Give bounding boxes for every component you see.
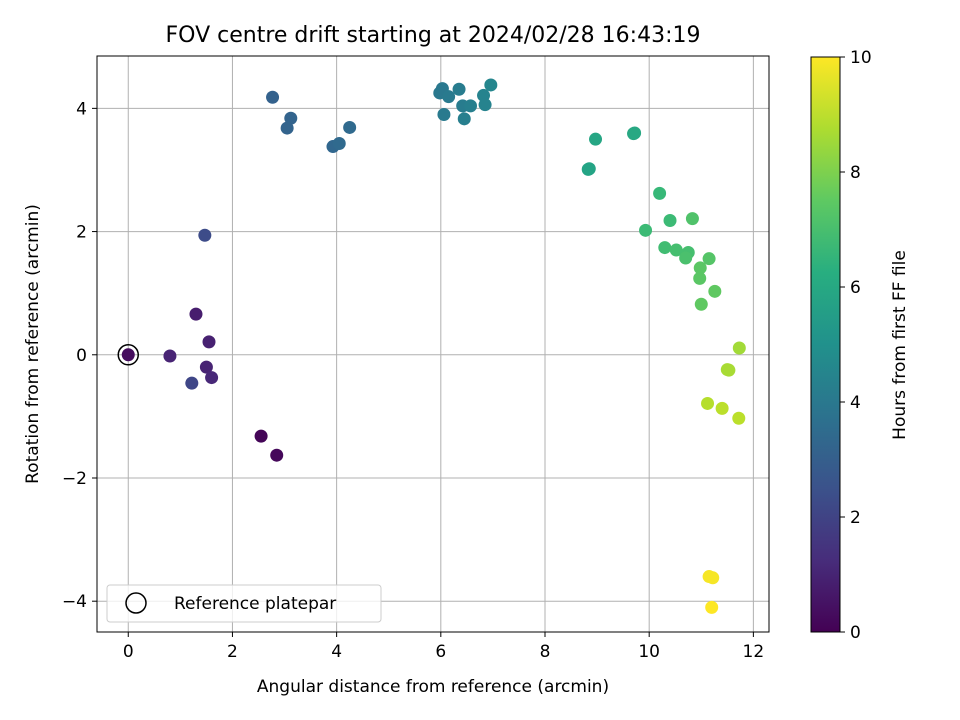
data-point	[658, 241, 672, 255]
plot-frame	[96, 55, 770, 633]
x-tick-label: 0	[123, 642, 134, 662]
reference-platepar-marker	[117, 344, 140, 366]
legend: Reference platepar	[106, 584, 382, 623]
data-point	[653, 186, 667, 200]
y-tick-label: −4	[62, 592, 87, 612]
y-tick-label: 2	[76, 223, 87, 243]
legend-box	[106, 584, 382, 623]
colorbar-tick-label: 4	[850, 393, 861, 413]
colorbar-tick-label: 6	[850, 278, 861, 298]
data-point	[189, 307, 203, 321]
y-tick-label: 4	[76, 99, 87, 119]
data-point	[442, 90, 456, 104]
data-point	[639, 223, 653, 237]
colorbar: 0 2 4 6 8 10 Hours from first FF file	[810, 48, 910, 643]
data-points	[117, 78, 746, 614]
data-point	[628, 126, 642, 140]
data-point	[679, 251, 693, 265]
data-point	[589, 132, 603, 146]
data-point	[266, 90, 280, 104]
data-point	[715, 401, 729, 415]
x-tick-label: 8	[540, 642, 551, 662]
data-point	[254, 429, 268, 443]
data-point	[198, 228, 212, 242]
data-point	[732, 411, 746, 425]
colorbar-tick-label: 2	[850, 508, 861, 528]
data-point	[163, 349, 177, 363]
data-point	[582, 162, 596, 176]
data-point	[685, 212, 699, 226]
data-point	[663, 213, 677, 227]
data-point	[693, 261, 707, 275]
colorbar-label: Hours from first FF file	[890, 250, 910, 440]
data-point	[693, 271, 707, 285]
data-point	[270, 448, 284, 462]
x-tick-label: 4	[331, 642, 342, 662]
data-point	[722, 363, 736, 377]
data-point	[199, 360, 213, 374]
data-point	[706, 571, 720, 585]
colorbar-tick-label: 0	[850, 623, 861, 643]
x-tick-label: 2	[227, 642, 238, 662]
y-tick-label: −2	[62, 469, 87, 489]
x-tick-label: 6	[435, 642, 446, 662]
data-point	[284, 111, 298, 125]
data-point	[464, 99, 478, 113]
data-point	[484, 78, 498, 92]
data-point	[478, 98, 492, 112]
data-point	[332, 136, 346, 150]
data-point	[121, 348, 135, 362]
data-point	[202, 335, 216, 349]
data-point	[185, 376, 199, 390]
data-point	[705, 600, 719, 614]
data-point	[343, 120, 357, 134]
legend-marker	[125, 592, 147, 614]
colorbar-gradient	[810, 56, 841, 633]
y-tick-label: 0	[76, 346, 87, 366]
data-point	[280, 121, 294, 135]
data-point	[732, 341, 746, 355]
data-point	[205, 371, 219, 385]
data-point	[708, 284, 722, 298]
legend-label: Reference platepar	[174, 594, 336, 614]
data-point	[669, 243, 683, 257]
x-tick-label: 10	[638, 642, 660, 662]
colorbar-tick-label: 8	[850, 163, 861, 183]
y-axis-label: Rotation from reference (arcmin)	[23, 204, 43, 484]
colorbar-tick-label: 10	[850, 48, 872, 68]
data-point	[694, 297, 708, 311]
data-point	[702, 252, 716, 266]
data-point	[457, 112, 471, 126]
chart-title: FOV centre drift starting at 2024/02/28 …	[166, 23, 701, 48]
data-point	[452, 82, 466, 96]
x-axis-label: Angular distance from reference (arcmin)	[257, 677, 609, 697]
data-point	[437, 108, 451, 122]
grid-lines	[97, 56, 769, 632]
x-tick-label: 12	[743, 642, 765, 662]
colorbar-ticks: 0 2 4 6 8 10	[840, 48, 872, 643]
y-axis-ticks: −4 −2 0 2 4	[62, 99, 97, 612]
x-axis-ticks: 0 2 4 6 8 10 12	[123, 632, 764, 662]
data-point	[701, 396, 715, 410]
